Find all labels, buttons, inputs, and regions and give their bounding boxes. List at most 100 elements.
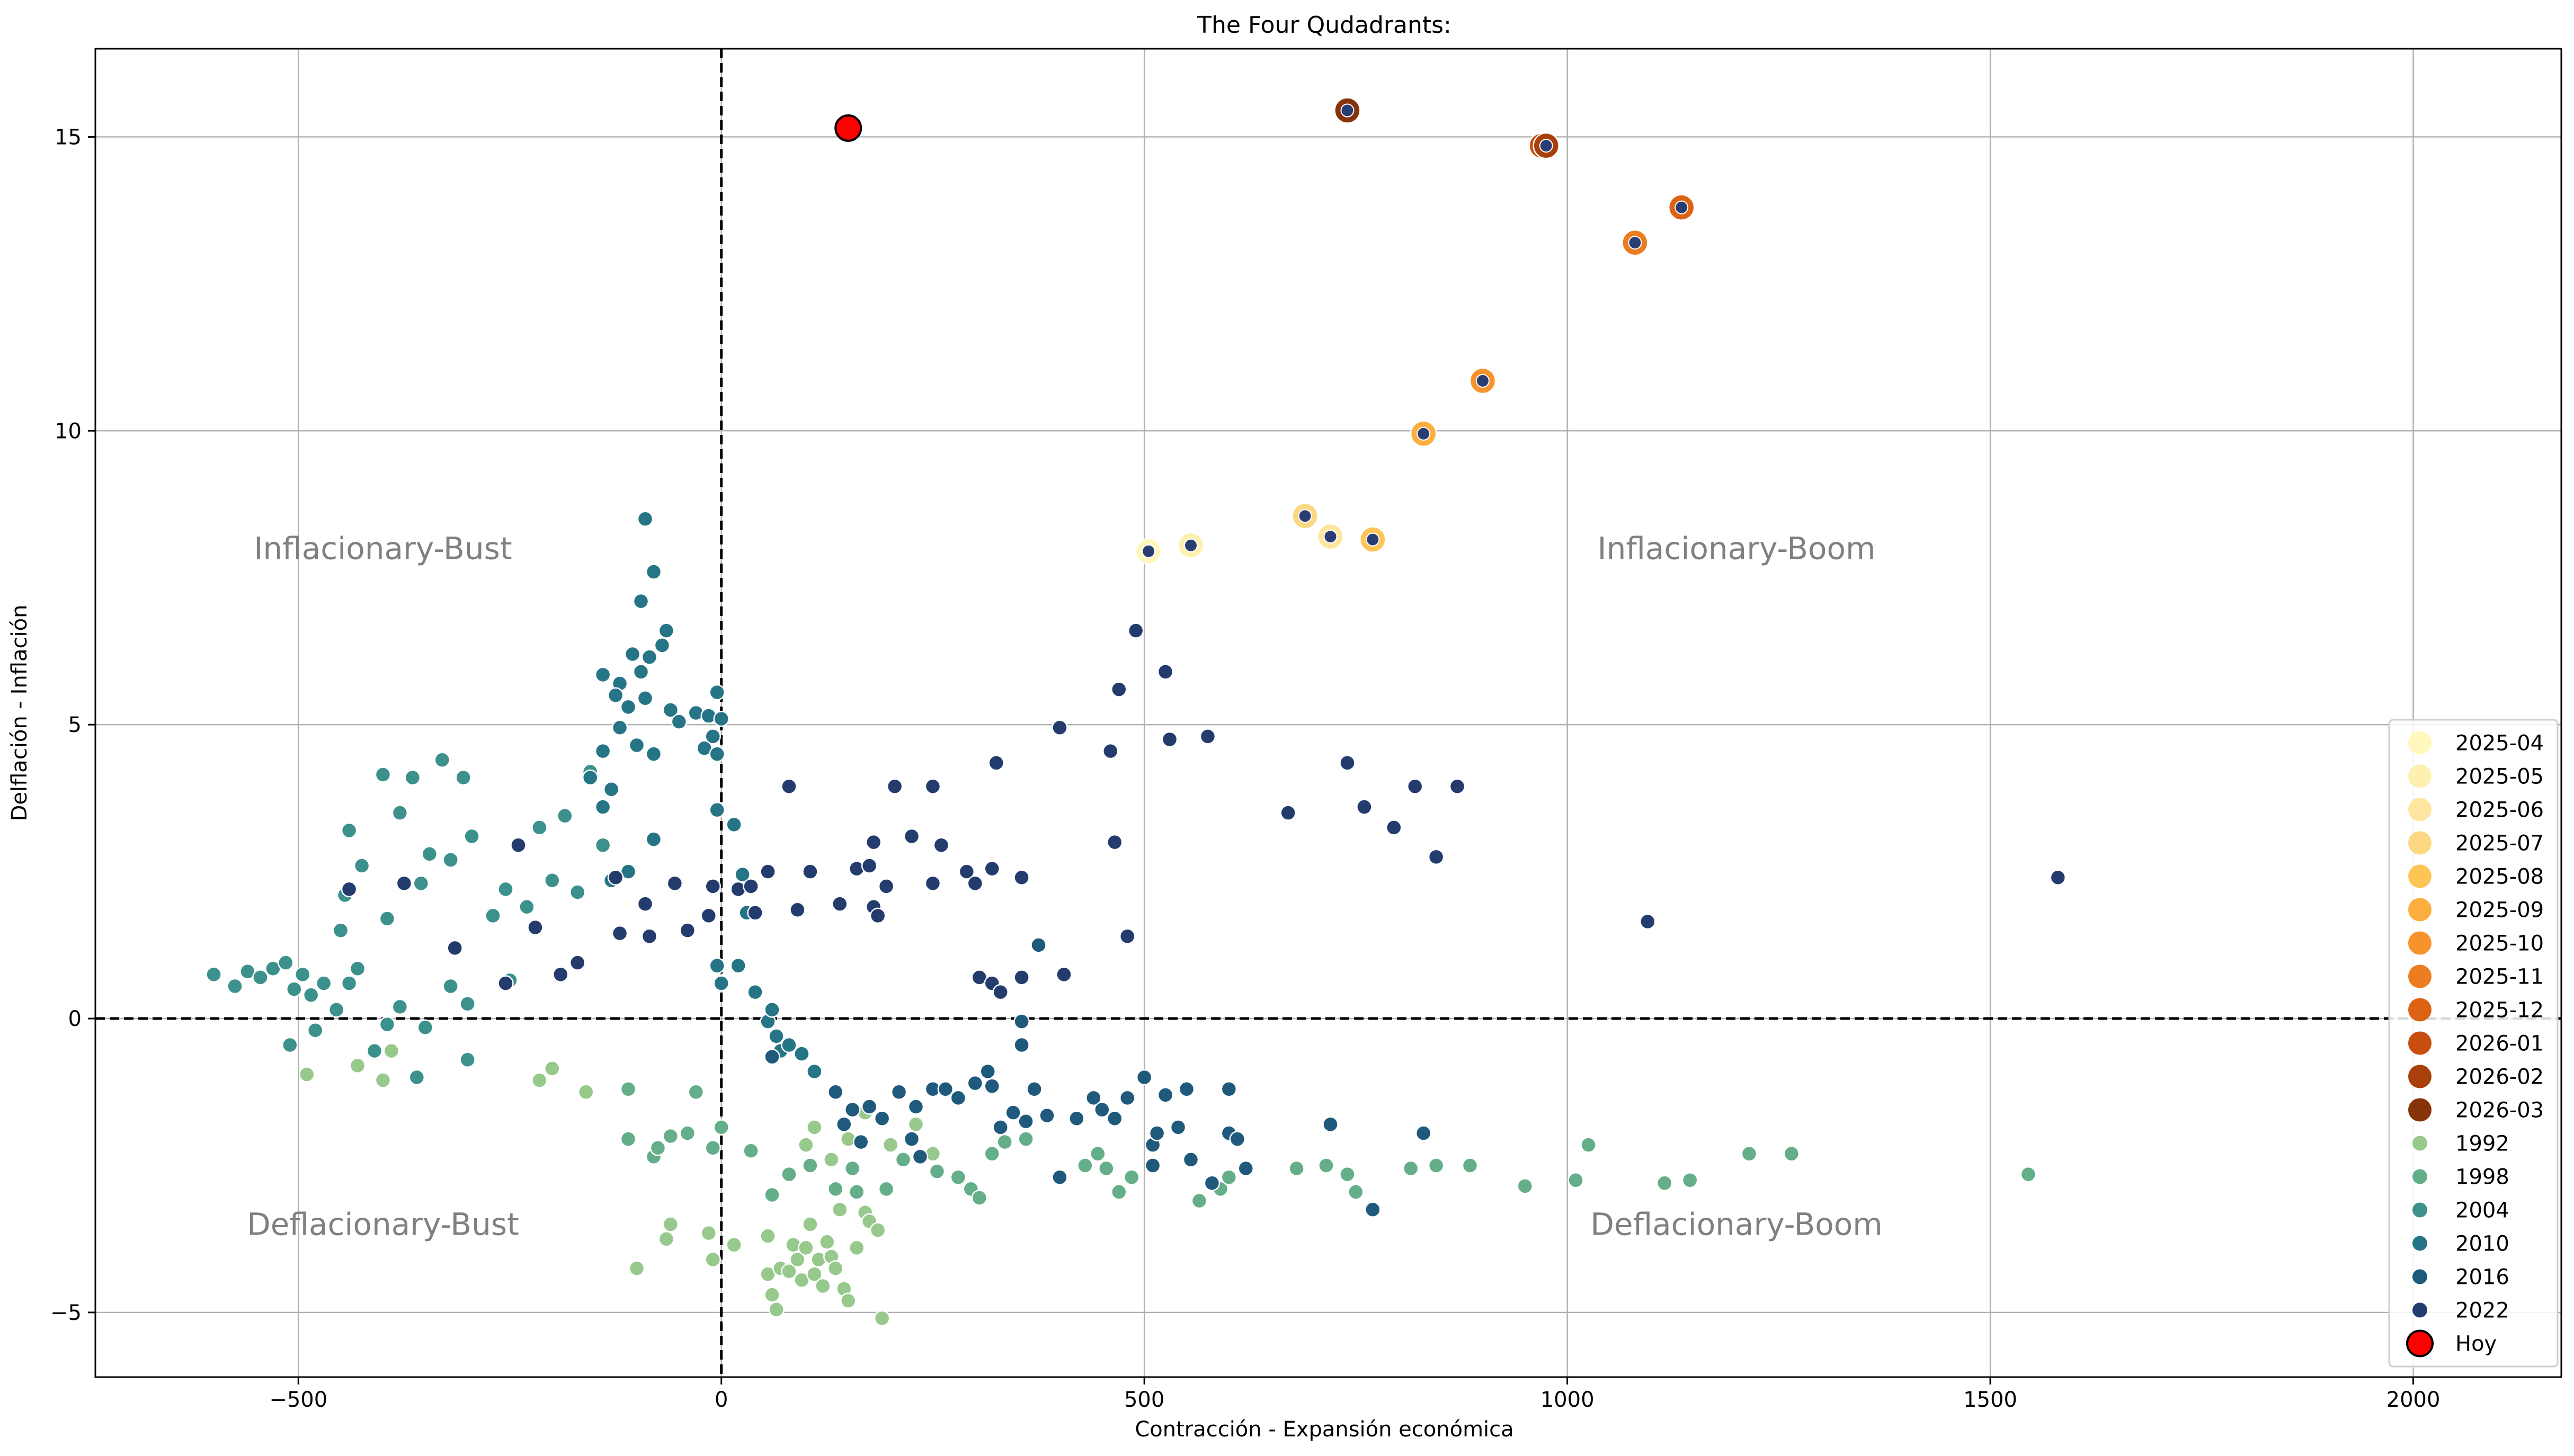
data-point: [1428, 848, 1445, 865]
data-point: [929, 1163, 946, 1180]
quadrant-label: Inflacionary-Bust: [254, 530, 512, 566]
grid: [95, 49, 2561, 1377]
data-point: [1107, 1110, 1123, 1127]
x-tick-label: 500: [1124, 1388, 1164, 1412]
data-point: [307, 1022, 324, 1039]
data-point: [1783, 1146, 1800, 1162]
data-point: [1005, 1104, 1021, 1121]
legend-entry: 2016: [2411, 1265, 2509, 1290]
data-point: [798, 1137, 814, 1153]
data-point: [1339, 755, 1356, 771]
legend-marker: [2408, 1031, 2432, 1055]
legend-entry: 2025-07: [2408, 831, 2544, 856]
data-point: [607, 869, 624, 886]
data-point: [1428, 1157, 1445, 1174]
recent-month-center: [1323, 530, 1338, 544]
legend-marker: [2411, 1301, 2428, 1319]
data-point: [967, 875, 984, 892]
legend-label: 1998: [2455, 1165, 2509, 1190]
data-point: [768, 1301, 785, 1318]
data-point: [594, 743, 611, 760]
data-point: [1039, 1107, 1055, 1124]
data-point: [874, 1310, 890, 1327]
data-point: [594, 666, 611, 683]
legend-label: 2004: [2455, 1199, 2509, 1223]
data-point: [764, 1186, 780, 1203]
data-point: [645, 564, 662, 580]
data-point: [709, 684, 725, 701]
legend-label: 2010: [2455, 1232, 2509, 1256]
y-tick-label: 10: [55, 419, 82, 443]
data-point: [603, 781, 620, 798]
data-point: [705, 878, 721, 895]
data-point: [878, 878, 895, 895]
data-point: [1094, 1101, 1110, 1118]
data-point: [971, 1190, 988, 1206]
data-point: [1178, 1080, 1195, 1097]
data-point: [637, 511, 654, 528]
data-point: [806, 1119, 823, 1136]
data-point: [1365, 1201, 1381, 1218]
legend-label: 2025-12: [2455, 998, 2544, 1023]
data-point: [413, 875, 430, 892]
legend-marker: [2408, 731, 2432, 755]
data-point: [781, 778, 797, 794]
data-point: [2050, 869, 2067, 886]
data-point: [658, 622, 675, 639]
data-point: [924, 875, 941, 892]
data-point: [679, 1125, 696, 1141]
data-point: [341, 975, 358, 991]
recent-month-center: [1298, 509, 1312, 523]
data-point: [510, 837, 527, 853]
data-point: [349, 960, 366, 977]
data-point: [1199, 728, 1216, 745]
legend-entry: 1992: [2411, 1132, 2509, 1156]
data-point: [624, 646, 641, 663]
data-point: [442, 978, 459, 995]
data-point: [1119, 1089, 1136, 1106]
data-point: [620, 699, 637, 716]
legend-entry: 2026-01: [2408, 1031, 2544, 1056]
data-point: [1102, 743, 1119, 760]
data-point: [1339, 1166, 1356, 1183]
data-point: [802, 1157, 818, 1174]
data-point: [726, 1237, 742, 1253]
data-point: [700, 907, 717, 924]
data-point: [628, 737, 645, 754]
data-point: [1348, 1184, 1364, 1200]
data-point: [252, 969, 269, 986]
data-point: [544, 1060, 560, 1077]
data-point: [730, 957, 746, 974]
data-point: [637, 690, 654, 707]
data-point: [594, 799, 611, 815]
data-point: [1221, 1169, 1237, 1185]
data-point: [1280, 805, 1296, 821]
data-point: [1127, 622, 1144, 639]
legend: 2025-04 2025-05 2025-06 2025-07 2025-08 2025-…: [2388, 719, 2559, 1368]
y-tick-label: 0: [68, 1007, 82, 1031]
data-point: [937, 1080, 954, 1097]
y-axis-label: Delflación - Inflación: [7, 605, 32, 821]
data-point: [662, 1128, 679, 1145]
data-point: [497, 975, 514, 991]
data-point: [802, 1216, 818, 1232]
data-point: [497, 881, 514, 898]
data-point: [1077, 1157, 1093, 1174]
data-point: [294, 966, 311, 983]
data-point: [553, 966, 569, 983]
recent-month-center: [1539, 139, 1553, 153]
data-point: [1111, 1184, 1127, 1200]
data-point: [992, 984, 1009, 1001]
data-point: [700, 1225, 717, 1241]
data-point: [1318, 1157, 1334, 1174]
data-point: [544, 872, 560, 889]
quadrant-label: Deflacionary-Bust: [247, 1206, 519, 1242]
recent-month-center: [1417, 426, 1431, 441]
data-point: [996, 1133, 1013, 1150]
quadrant-label: Deflacionary-Boom: [1590, 1206, 1882, 1242]
data-point: [705, 728, 721, 745]
data-point: [353, 857, 370, 874]
data-point: [709, 746, 725, 762]
y-tick-label: 5: [68, 713, 82, 737]
data-point: [794, 1046, 810, 1062]
